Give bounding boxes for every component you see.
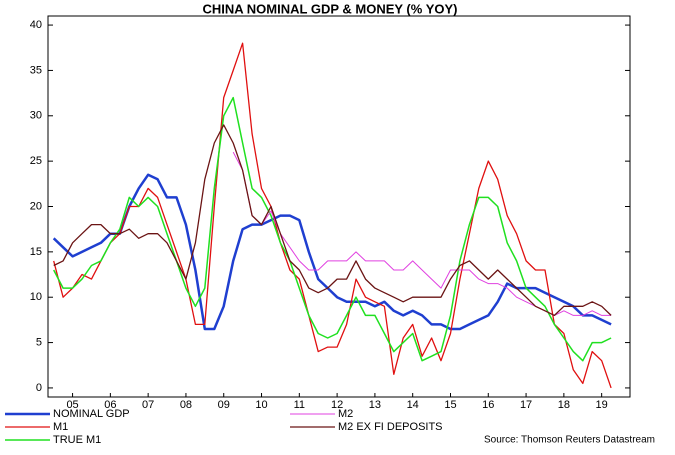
series-line [53, 96, 612, 362]
legend-label: M2 EX FI DEPOSITS [338, 421, 443, 433]
y-tick-label: 5 [36, 336, 42, 348]
x-tick-label: 18 [558, 399, 570, 411]
x-tick-label: 05 [66, 399, 78, 411]
x-tick-label: 14 [407, 399, 419, 411]
y-tick-label: 30 [30, 110, 42, 122]
x-tick-label: 17 [520, 399, 532, 411]
series-line [232, 151, 612, 316]
x-tick-label: 07 [142, 399, 154, 411]
y-tick-label: 0 [36, 382, 42, 394]
legend-label: M2 [338, 408, 353, 420]
series-line [52, 173, 612, 331]
source: Source: Thomson Reuters Datastream [484, 435, 655, 446]
y-tick-label: 15 [30, 246, 42, 258]
y-tick-label: 35 [30, 64, 42, 76]
y-tick-label: 25 [30, 155, 42, 167]
x-tick-label: 15 [444, 399, 456, 411]
x-tick-label: 10 [255, 399, 267, 411]
x-tick-label: 09 [218, 399, 230, 411]
chart-title: CHINA NOMINAL GDP & MONEY (% YOY) [203, 1, 458, 16]
y-tick-label: 10 [30, 291, 42, 303]
legend-label: TRUE M1 [53, 434, 101, 446]
x-tick-label: 19 [596, 399, 608, 411]
y-tick-label: 20 [30, 200, 42, 212]
x-tick-label: 16 [482, 399, 494, 411]
x-tick-label: 13 [369, 399, 381, 411]
x-tick-label: 11 [294, 399, 305, 411]
series-line [53, 42, 612, 389]
series-line [53, 124, 612, 317]
x-tick-label: 12 [331, 399, 343, 411]
x-tick-label: 08 [180, 399, 192, 411]
y-tick-label: 40 [30, 19, 42, 31]
legend-label: M1 [53, 421, 68, 433]
legend-label: NOMINAL GDP [53, 408, 130, 420]
x-tick-label: 06 [104, 399, 116, 411]
